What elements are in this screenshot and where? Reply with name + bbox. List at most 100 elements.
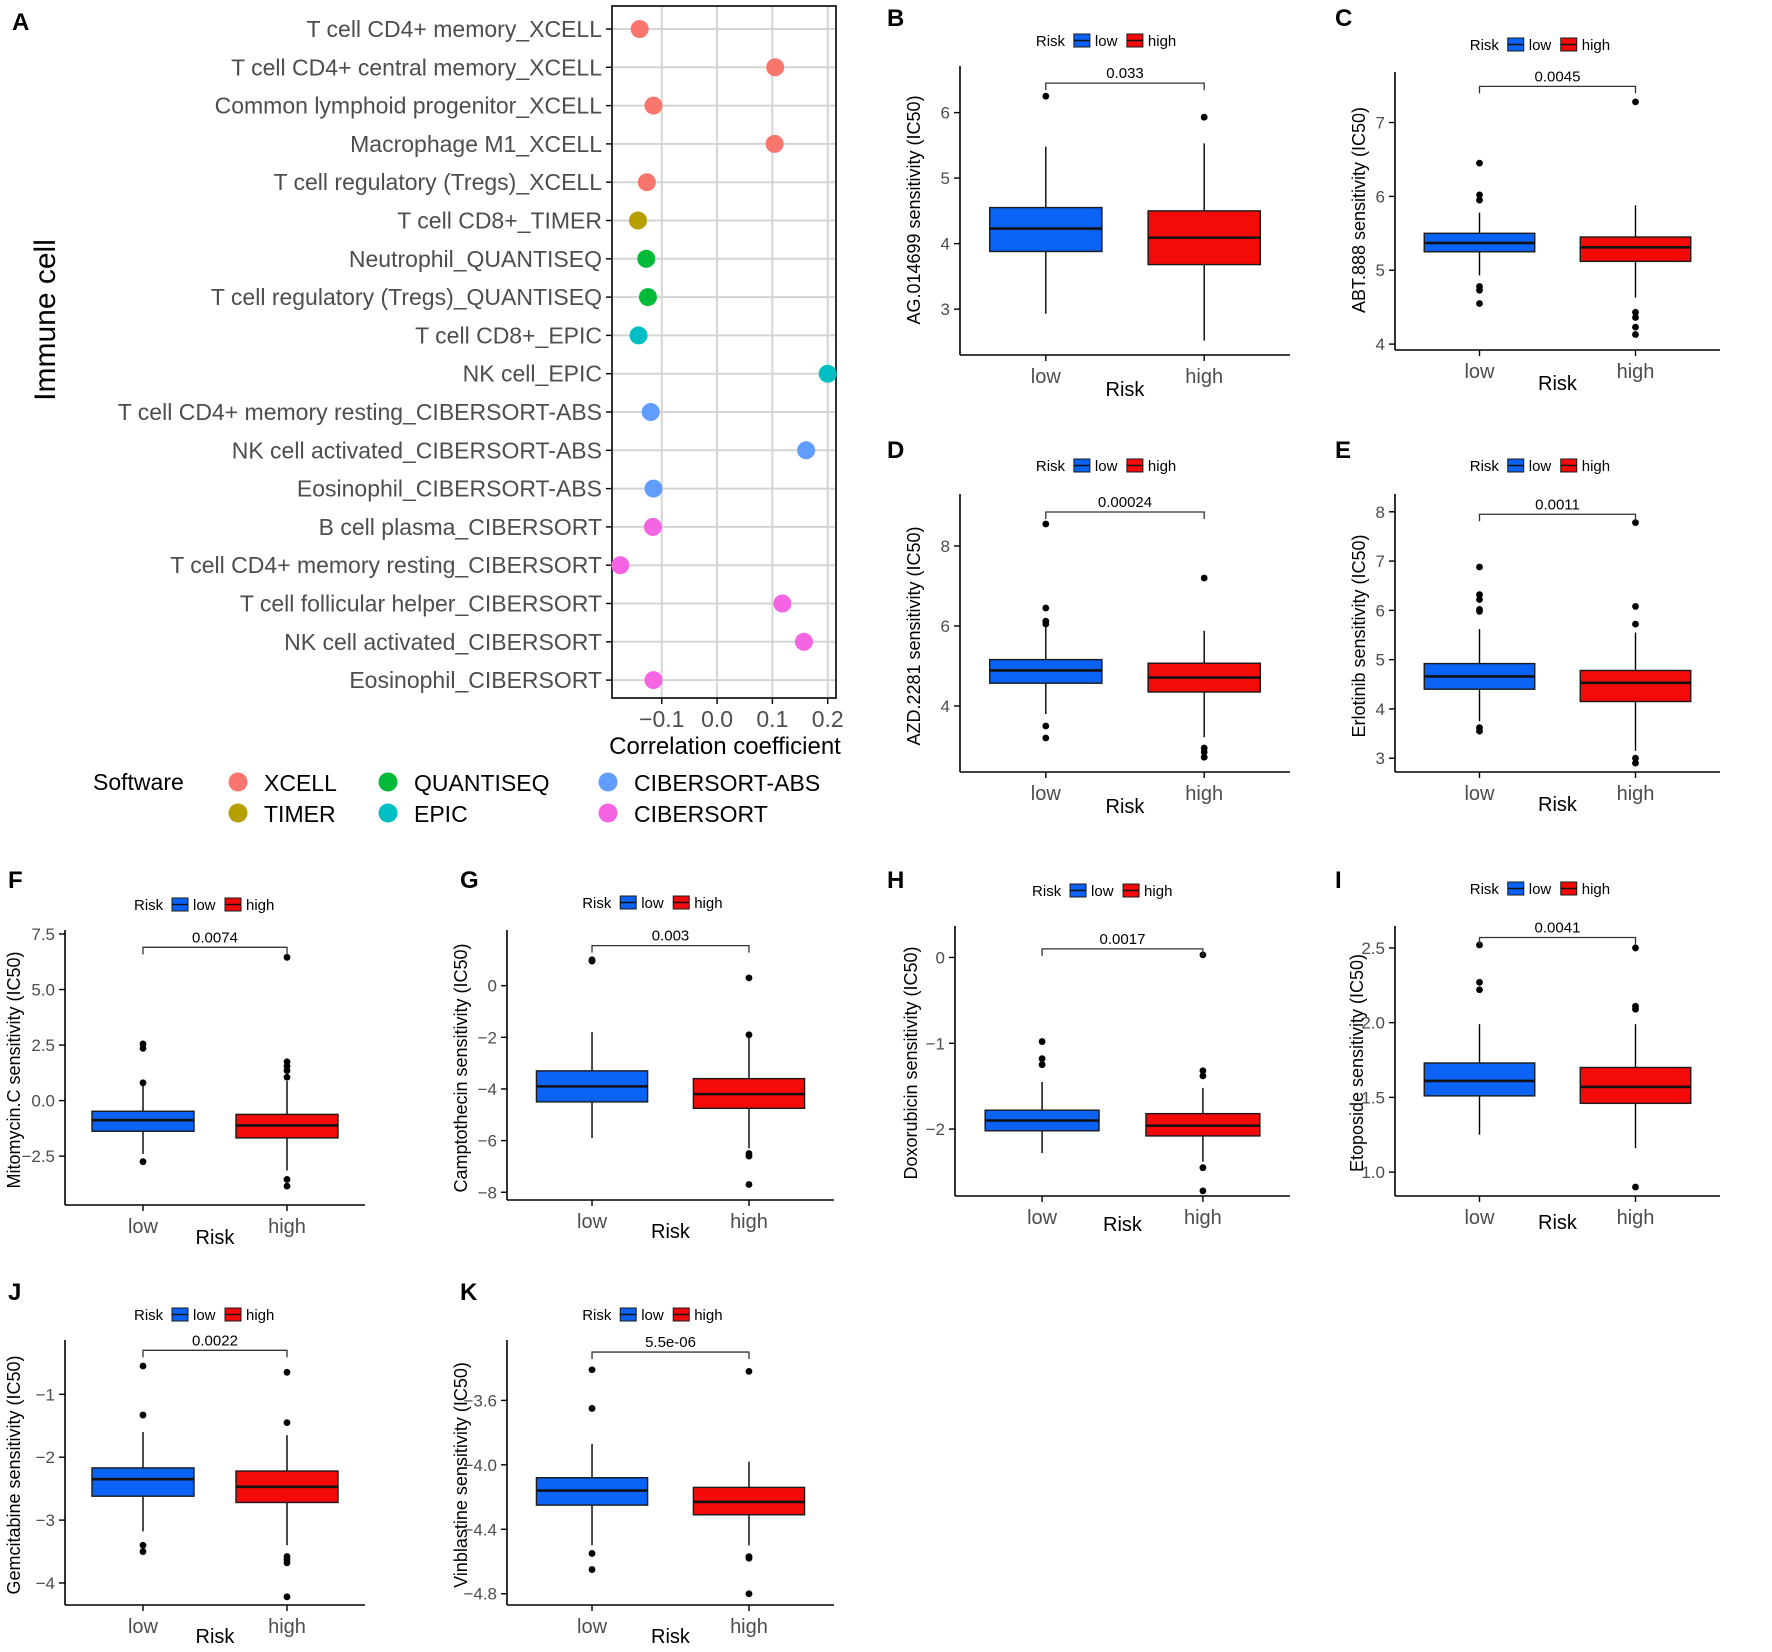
box-low [1423, 941, 1536, 1135]
y-axis-title: Vinblastine sensitivity (IC50) [451, 1362, 471, 1588]
outlier-point [588, 957, 596, 965]
outlier-point [1632, 1005, 1639, 1013]
outlier-point [1199, 1187, 1207, 1195]
outlier-point [139, 1079, 147, 1087]
y-axis-title: Doxorubicin sensitivity (IC50) [901, 946, 921, 1179]
panel-label-g: G [460, 867, 479, 894]
significance-bracket [1045, 82, 1205, 91]
outlier-point [1632, 98, 1639, 106]
outlier-point [1632, 331, 1639, 338]
point-cibersort-abs [644, 479, 663, 498]
box-body [1579, 1066, 1692, 1105]
outlier-point [139, 1541, 147, 1549]
p-value: 0.0074 [192, 929, 238, 946]
legend-label: CIBERSORT [634, 801, 768, 827]
x-tick-label: 0.0 [701, 706, 733, 732]
y-tick-label: −1 [36, 1385, 55, 1404]
legend-label: QUANTISEQ [414, 770, 549, 796]
panel-j: J −4 −3 −2 −1 low high 0.0022 Risk Gemcitabine se… [4, 1279, 365, 1648]
y-tick-label: 5 [1376, 651, 1385, 670]
point-xcell [637, 173, 656, 192]
legend-title: Risk [1470, 458, 1500, 475]
x-axis-title: Risk [1538, 1212, 1578, 1234]
outlier-point [588, 1405, 596, 1412]
y-axis-title: AZD.2281 sensitivity (IC50) [904, 526, 924, 745]
legend-label-high: high [246, 897, 274, 914]
y-axis-title: Erlotinib sensitivity (IC50) [1349, 534, 1369, 737]
x-tick-label: high [268, 1616, 306, 1638]
outlier-point [588, 1366, 596, 1374]
x-axis-title: Risk [196, 1626, 236, 1648]
y-axis-title: Gemcitabine sensitivity (IC50) [4, 1355, 24, 1594]
significance-bracket [1478, 513, 1637, 522]
outlier-point [1038, 1055, 1046, 1063]
point-cibersort-abs [641, 403, 660, 421]
point-xcell [630, 20, 649, 38]
x-tick-label: low [577, 1616, 608, 1638]
y-tick-label: 2.0 [1361, 1014, 1385, 1033]
y-tick-label: 6 [941, 104, 950, 123]
outlier-point [1042, 92, 1050, 100]
y-tick-label: T cell CD4+ memory resting_CIBERSORT-ABS [118, 399, 602, 425]
box-low [1423, 563, 1536, 735]
risk-legend: Risk low high [1470, 458, 1610, 475]
legend-label-low: low [1095, 458, 1118, 475]
outlier-point [1476, 563, 1483, 571]
legend-label-high: high [1582, 458, 1610, 475]
outlier-point [1632, 620, 1639, 628]
x-tick-label: high [730, 1616, 768, 1638]
y-tick-label: −3 [36, 1511, 55, 1530]
x-axis-title: Risk [1538, 794, 1578, 816]
y-tick-label: −4.4 [463, 1520, 497, 1539]
risk-legend: Risk low high [582, 895, 722, 912]
outlier-point [1476, 191, 1483, 199]
y-tick-label: −3.6 [463, 1391, 497, 1410]
risk-legend: Risk low high [134, 897, 274, 914]
legend-title: Software [93, 769, 184, 795]
box-low [91, 1362, 195, 1555]
box-high [1579, 98, 1692, 338]
outlier-point [1632, 1183, 1639, 1191]
legend-label-low: low [1095, 33, 1118, 50]
box-low [989, 520, 1103, 742]
panel-label-h: H [887, 867, 904, 894]
outlier-point [1476, 591, 1483, 598]
risk-legend: Risk low high [1032, 883, 1172, 900]
y-axis-title: Mitomycin.C sensitivity (IC50) [4, 951, 24, 1188]
outlier-point [1042, 520, 1050, 528]
outlier-point [1200, 748, 1208, 756]
legend-label-low: low [1529, 458, 1552, 475]
legend-label-low: low [1529, 881, 1552, 898]
y-tick-label: 1.0 [1361, 1163, 1385, 1182]
outlier-point [1476, 300, 1483, 307]
p-value: 0.0022 [192, 1332, 238, 1349]
x-axis-title: Risk [651, 1221, 691, 1243]
y-tick-label: 5 [941, 169, 950, 188]
box-low [1423, 159, 1536, 307]
x-axis-title: Risk [1106, 796, 1146, 818]
legend-dot-cibersort [598, 803, 618, 823]
y-tick-label: 1.5 [1361, 1088, 1385, 1107]
box-high [1147, 574, 1261, 761]
legend-label: TIMER [264, 801, 336, 827]
y-tick-label: −2 [926, 1120, 945, 1139]
panel-label-e: E [1335, 437, 1351, 464]
outlier-point [588, 1566, 596, 1573]
x-tick-label: low [1464, 361, 1495, 383]
significance-bracket [1045, 511, 1205, 519]
box-low [984, 1038, 1100, 1154]
x-tick-label: high [1617, 361, 1655, 383]
panel-label-k: K [460, 1279, 478, 1306]
outlier-point [745, 1181, 753, 1188]
legend-label: EPIC [414, 801, 468, 827]
outlier-point [1042, 604, 1050, 612]
outlier-point [1038, 1038, 1046, 1045]
y-tick-label: 2.5 [31, 1036, 55, 1055]
y-tick-label: 0.0 [31, 1092, 55, 1111]
legend-label-low: low [1529, 37, 1552, 54]
y-tick-label: T cell CD4+ memory_XCELL [307, 16, 603, 42]
point-quantiseq [638, 288, 657, 307]
